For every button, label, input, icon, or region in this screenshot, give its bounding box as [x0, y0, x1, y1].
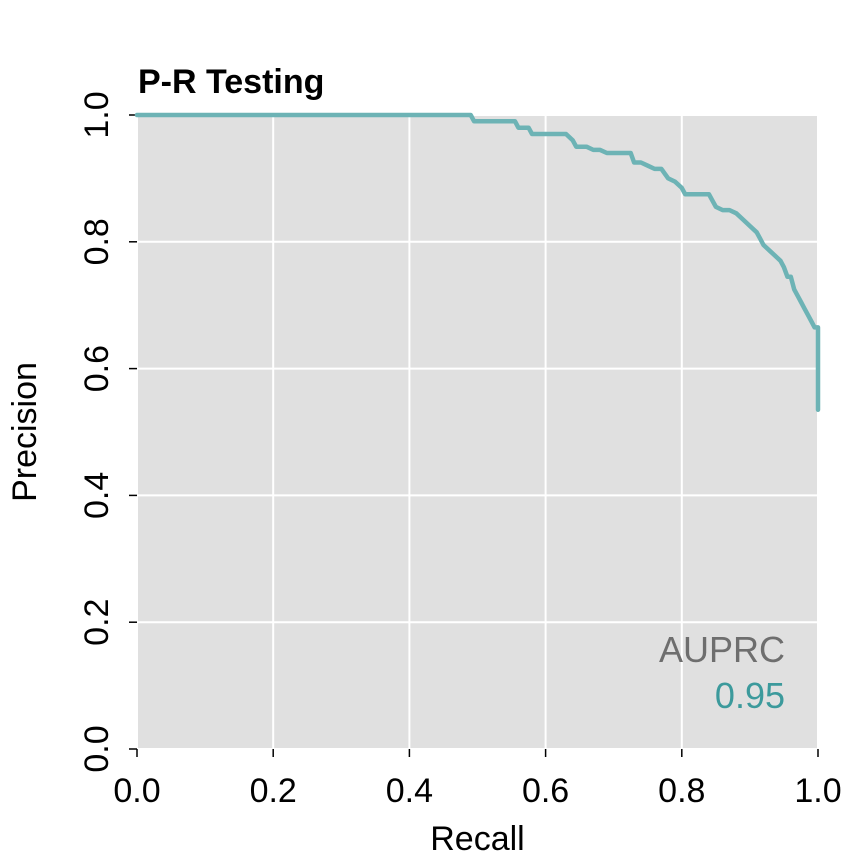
x-tick-label: 0.4	[386, 772, 433, 810]
x-tick-label: 0.0	[113, 772, 160, 810]
grid-lines	[136, 114, 819, 750]
auprc-label: AUPRC	[659, 629, 785, 670]
axes: 0.0 0.2 0.4 0.6 0.8 1.0 0.0 0.2 0.4 0.6 0.8 1.0	[78, 91, 842, 810]
y-tick-label: 0.6	[78, 345, 116, 392]
x-tick-label: 1.0	[794, 772, 841, 810]
auprc-value: 0.95	[715, 675, 785, 716]
x-tick-label: 0.6	[522, 772, 569, 810]
y-tick-label: 0.2	[78, 599, 116, 646]
series-layer	[134, 112, 821, 413]
y-tick-label: 1.0	[78, 91, 116, 138]
x-tick-label: 0.2	[250, 772, 297, 810]
x-tick-label: 0.8	[658, 772, 705, 810]
pr-curve	[134, 112, 821, 413]
plot-area	[137, 115, 818, 749]
y-axis-label: Precision	[6, 362, 44, 502]
chart-title: P-R Testing	[138, 63, 324, 101]
y-tick-label: 0.4	[78, 472, 116, 519]
x-axis-label: Recall	[430, 820, 524, 858]
y-tick-label: 0.0	[78, 725, 116, 772]
y-tick-label: 0.8	[78, 218, 116, 265]
